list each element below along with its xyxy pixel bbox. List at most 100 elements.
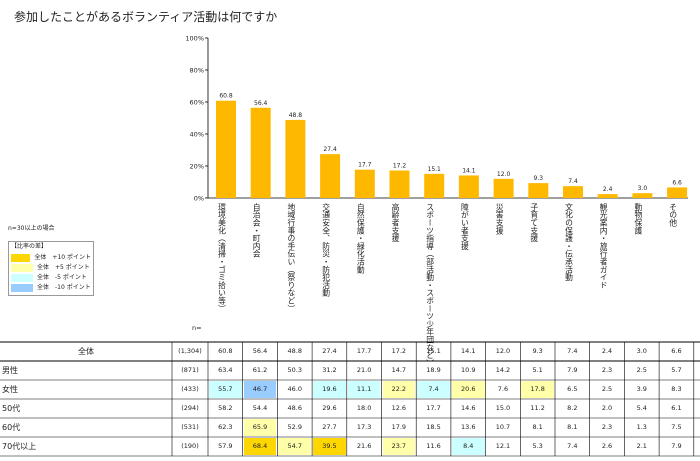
table-cell: 7.4 bbox=[417, 381, 450, 398]
table-row-label: 男性 bbox=[2, 366, 18, 375]
bar bbox=[597, 194, 618, 198]
table-cell: 2.4 bbox=[601, 347, 613, 355]
legend-swatch bbox=[11, 254, 31, 262]
table-cell: 2.5 bbox=[601, 385, 613, 393]
table-cell: 22.2 bbox=[382, 381, 416, 398]
table-row-label: 60代 bbox=[2, 423, 21, 432]
legend-swatch bbox=[11, 284, 33, 292]
table-row-label: 女性 bbox=[2, 385, 18, 394]
y-tick-label: 20% bbox=[190, 163, 204, 171]
table-row-n: (190) bbox=[181, 442, 199, 450]
bar-value-label: 17.2 bbox=[393, 162, 407, 169]
table-cell: 52.9 bbox=[287, 423, 302, 431]
table-cell: 7.9 bbox=[671, 442, 682, 450]
legend-item-label: 全体 -5 ポイント bbox=[37, 274, 87, 281]
table-cell: 46.7 bbox=[243, 381, 277, 398]
x-category-label: 自然保護・緑化活動 bbox=[356, 202, 365, 274]
table-cell: 12.6 bbox=[391, 404, 407, 412]
table-cell: 5.1 bbox=[532, 366, 543, 374]
table-cell: 5.7 bbox=[671, 366, 682, 374]
legend-item: 全体 -10 ポイント bbox=[11, 283, 91, 293]
bar-value-label: 6.6 bbox=[672, 179, 682, 186]
table-row: 60代 (531) 62.3 65.9 52.9 27.7 17.3 17.9 18.5 13.6… bbox=[0, 418, 700, 437]
table-row: 50代 (294) 58.2 54.4 48.6 29.6 18.0 12.6 17.7 14.6… bbox=[0, 399, 700, 418]
bar-value-label: 17.7 bbox=[358, 162, 372, 169]
table-cell: 2.0 bbox=[601, 404, 613, 412]
table-cell: 19.6 bbox=[313, 381, 346, 398]
table-cell: 3.9 bbox=[636, 385, 647, 393]
table-cell: 17.3 bbox=[356, 423, 372, 431]
table-row: 70代以上 (190) 57.9 68.4 54.7 39.5 21.6 23.7 11.6 8.… bbox=[0, 437, 700, 456]
bar bbox=[667, 187, 688, 198]
table-cell: 2.3 bbox=[601, 366, 613, 374]
bar-value-label: 14.1 bbox=[462, 167, 476, 174]
legend-item: 全体 -5 ポイント bbox=[11, 273, 91, 283]
bar-value-label: 60.8 bbox=[219, 93, 233, 100]
table-row-n: (531) bbox=[181, 423, 199, 431]
bar bbox=[424, 173, 445, 198]
table-cell: 17.9 bbox=[391, 423, 407, 431]
x-category-label: 観光案内・旅行者ガイド bbox=[599, 202, 608, 289]
legend-header: 【比率の差】 bbox=[11, 243, 48, 250]
table-cell: 7.9 bbox=[567, 366, 578, 374]
table-cell: 48.6 bbox=[287, 404, 302, 412]
table-cell: 8.3 bbox=[671, 385, 682, 393]
table-cell: 50.3 bbox=[287, 366, 302, 374]
table-cell: 68.4 bbox=[243, 438, 277, 455]
legend-item-label: 全体 +5 ポイント bbox=[37, 264, 90, 271]
y-tick-label: 0% bbox=[194, 195, 204, 203]
x-category-label: 交通安全、防災・防犯活動 bbox=[322, 202, 331, 298]
legend-note: n=30以上の場合 bbox=[8, 225, 55, 232]
table-cell: 9.3 bbox=[532, 347, 543, 355]
x-category-label: 子育て支援 bbox=[530, 203, 539, 243]
table-cell: 31.2 bbox=[322, 366, 337, 374]
table-cell: 14.1 bbox=[460, 347, 476, 355]
table-cell: 1.3 bbox=[636, 423, 647, 431]
x-category-label: 災害支援 bbox=[495, 203, 504, 235]
y-tick-label: 100% bbox=[185, 35, 204, 43]
table-cell: 57.9 bbox=[218, 442, 233, 450]
table-cell: 7.4 bbox=[567, 442, 578, 450]
table-cell: 2.3 bbox=[601, 423, 613, 431]
table-cell: 27.4 bbox=[322, 347, 337, 355]
table-cell: 27.7 bbox=[322, 423, 337, 431]
x-category-label: 高齢者支援 bbox=[391, 202, 400, 243]
table-row-label: 70代以上 bbox=[2, 442, 37, 451]
legend-swatch bbox=[11, 274, 33, 282]
x-category-label: 自治会・町内会 bbox=[252, 202, 261, 259]
x-category-label: その他 bbox=[669, 203, 678, 228]
table-cell: 14.2 bbox=[495, 366, 511, 374]
table-cell: 56.4 bbox=[252, 347, 268, 355]
bar bbox=[285, 119, 306, 198]
table-cell: 11.1 bbox=[347, 381, 381, 398]
table-row-label: 全体 bbox=[78, 347, 94, 356]
table-cell: 20.6 bbox=[451, 381, 485, 398]
legend: n=30以上の場合 【比率の差】 全体 +10 ポイント 全体 +5 ポイント … bbox=[8, 226, 94, 296]
bar bbox=[632, 193, 653, 198]
table-row-n: (433) bbox=[181, 385, 199, 393]
table-row: 男性 (871) 63.4 61.2 50.3 31.2 21.0 14.7 18.9 10.9 1… bbox=[0, 361, 700, 380]
bar-value-label: 9.3 bbox=[534, 175, 544, 182]
bar-value-label: 56.4 bbox=[254, 100, 268, 107]
table-cell: 65.9 bbox=[243, 419, 277, 436]
legend-swatch bbox=[11, 264, 33, 272]
table-cell: 15.0 bbox=[495, 404, 511, 412]
legend-item: 全体 +10 ポイント bbox=[11, 253, 91, 263]
table-cell: 21.0 bbox=[356, 366, 372, 374]
table-row-n: (294) bbox=[181, 404, 199, 412]
table-cell: 8.4 bbox=[451, 438, 485, 455]
table-cell: 8.1 bbox=[567, 423, 578, 431]
table-cell: 13.6 bbox=[460, 423, 476, 431]
table-cell: 18.5 bbox=[426, 423, 441, 431]
table-cell: 10.7 bbox=[495, 423, 511, 431]
table-cell: 61.2 bbox=[252, 366, 268, 374]
table-cell: 2.5 bbox=[636, 366, 647, 374]
table-cell: 46.0 bbox=[287, 385, 302, 393]
table-cell: 60.8 bbox=[218, 347, 233, 355]
table-cell: 23.7 bbox=[382, 438, 416, 455]
bar-value-label: 12.0 bbox=[497, 171, 511, 178]
table-cell: 5.3 bbox=[532, 442, 543, 450]
bar-value-label: 7.4 bbox=[568, 178, 578, 185]
bar bbox=[216, 100, 236, 198]
